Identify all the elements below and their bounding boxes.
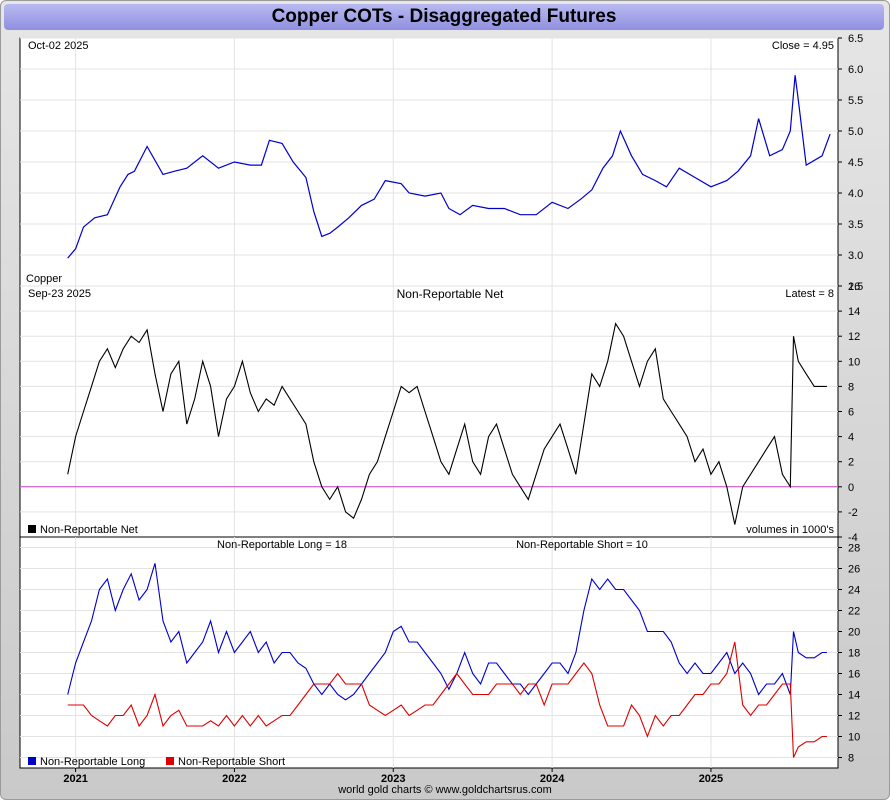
price-tick-label-y: 5.0 xyxy=(848,126,863,138)
short-title: Non-Reportable Short = 10 xyxy=(516,539,648,551)
price-tick-label-y: 4.0 xyxy=(848,188,863,200)
net-legend-label: Non-Reportable Net xyxy=(40,524,138,536)
net-tick-label-y: 12 xyxy=(848,331,860,343)
long-legend-swatch xyxy=(28,757,36,765)
net-tick-label-y: 4 xyxy=(848,432,854,444)
net-latest-label: Latest = 8 xyxy=(785,288,834,300)
ls-tick-label-y: 22 xyxy=(848,606,860,618)
short-line xyxy=(67,641,827,758)
ls-tick-label-y: 20 xyxy=(848,627,860,639)
x-tick-label-year: 2023 xyxy=(381,773,405,785)
net-tick-label-y: 2 xyxy=(848,457,854,469)
net-legend-swatch xyxy=(28,525,36,533)
net-date-label: Sep-23 2025 xyxy=(28,288,91,300)
ls-tick-label-y: 18 xyxy=(848,648,860,660)
ls-tick-label-y: 24 xyxy=(848,585,860,597)
ls-tick-label-y: 10 xyxy=(848,732,860,744)
ls-tick-label-y: 26 xyxy=(848,564,860,576)
short-legend-swatch xyxy=(166,757,174,765)
net-tick-label-y: 14 xyxy=(848,306,860,318)
net-tick-label-y: -2 xyxy=(848,507,858,519)
price-line xyxy=(67,75,831,259)
footer-credit: world gold charts © www.goldchartsrus.co… xyxy=(338,784,552,796)
net-title: Non-Reportable Net xyxy=(397,287,504,301)
page-title: Copper COTs - Disaggregated Futures xyxy=(4,4,884,30)
price-tick-label-y: 4.5 xyxy=(848,157,863,169)
x-tick-label-year: 2024 xyxy=(540,773,565,785)
x-tick-label-year: 2025 xyxy=(699,773,723,785)
x-tick-label-year: 2021 xyxy=(63,773,87,785)
net-line xyxy=(67,322,827,525)
ls-tick-label-y: 14 xyxy=(848,690,860,702)
ls-tick-label-y: 8 xyxy=(848,753,854,765)
ls-tick-label-y: 16 xyxy=(848,669,860,681)
price-tick-label-y: 3.5 xyxy=(848,219,863,231)
price-tick-label-y: 6.0 xyxy=(848,64,863,76)
price-tick-label-y: 3.0 xyxy=(848,250,863,262)
price-tick-label-y: 6.5 xyxy=(848,33,863,45)
net-tick-label-y: 8 xyxy=(848,381,854,393)
price-tick-label-y: 2.5 xyxy=(848,281,863,293)
net-tick-label-y: 0 xyxy=(848,482,854,494)
short-legend-label: Non-Reportable Short xyxy=(178,756,285,768)
net-tick-label-y: 6 xyxy=(848,407,854,419)
price-close-label: Close = 4.95 xyxy=(772,40,834,52)
price-tick-label-y: 5.5 xyxy=(848,95,863,107)
net-tick-label-y: 10 xyxy=(848,356,860,368)
price-date-label: Oct-02 2025 xyxy=(28,40,89,52)
ls-tick-label-y: 12 xyxy=(848,711,860,723)
net-tick-label-y: -4 xyxy=(848,532,858,544)
price-series-label: Copper xyxy=(26,273,62,285)
ls-tick-label-y: 28 xyxy=(848,543,860,555)
long-legend-label: Non-Reportable Long xyxy=(40,756,145,768)
long-title: Non-Reportable Long = 18 xyxy=(217,539,347,551)
x-tick-label-year: 2022 xyxy=(222,773,246,785)
volumes-note: volumes in 1000's xyxy=(746,524,834,536)
long-line xyxy=(67,563,827,701)
net-tick-label-y: 16 xyxy=(848,281,860,293)
